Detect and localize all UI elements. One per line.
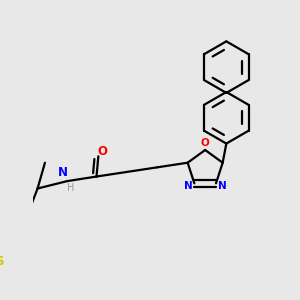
Text: N: N xyxy=(184,181,192,191)
Text: O: O xyxy=(201,138,209,148)
Text: H: H xyxy=(67,183,74,193)
Text: O: O xyxy=(97,145,107,158)
Text: S: S xyxy=(0,255,3,268)
Text: N: N xyxy=(58,167,68,179)
Text: N: N xyxy=(218,181,227,191)
